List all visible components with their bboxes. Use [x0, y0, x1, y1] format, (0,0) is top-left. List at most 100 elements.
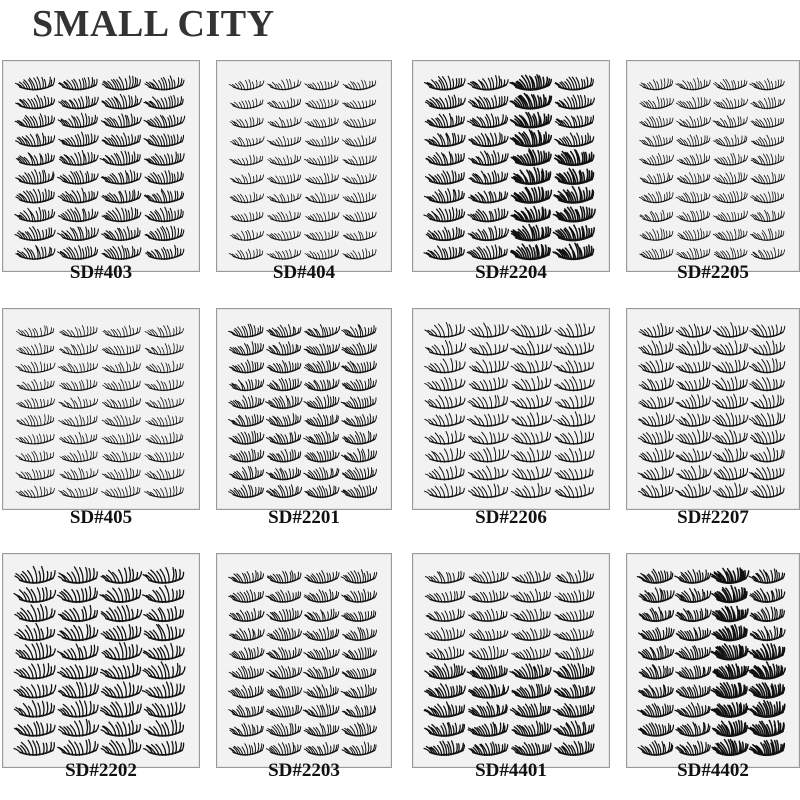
lash-hairs: [56, 226, 99, 242]
lash-hairs: [228, 628, 265, 642]
lash-tray-photo: [626, 553, 800, 768]
lash-hairs: [511, 166, 552, 185]
lash-hairs: [674, 645, 711, 661]
lash-hairs: [424, 590, 465, 603]
lash-hairs: [56, 643, 99, 661]
lash-hairs: [510, 588, 551, 603]
lash-hairs: [99, 701, 142, 718]
lash-band: [515, 402, 550, 409]
lash-hairs: [468, 341, 509, 356]
lash-hairs: [15, 485, 55, 499]
lash-hairs: [57, 170, 99, 185]
lash-tray-photo: [2, 60, 200, 272]
lash-hairs: [230, 136, 265, 147]
lash-hairs: [468, 170, 509, 185]
lash-hairs: [554, 394, 595, 410]
lash-hairs: [749, 606, 785, 623]
lash-hairs: [341, 467, 377, 481]
lash-hairs: [58, 396, 99, 410]
lash-hairs: [639, 228, 674, 242]
lash-hairs: [711, 738, 749, 757]
product-code-label: SD#2203: [268, 760, 340, 781]
lash-hairs: [57, 187, 99, 204]
lash-band: [472, 367, 507, 374]
lash-hairs: [639, 134, 673, 147]
lash-hairs: [510, 360, 552, 374]
lash-hairs: [510, 186, 553, 204]
lash-hairs: [639, 209, 674, 223]
lash-hairs: [304, 608, 340, 623]
lash-hairs: [509, 92, 553, 110]
lash-hairs: [229, 154, 264, 166]
lash-hairs: [342, 117, 376, 129]
lash-band: [558, 331, 593, 338]
lash-hairs: [266, 249, 302, 260]
lash-hairs: [511, 431, 552, 445]
lash-hairs: [143, 606, 184, 623]
lash-hairs: [676, 209, 710, 223]
lash-hairs: [303, 588, 340, 603]
lash-hairs: [509, 128, 553, 148]
lash-hairs: [675, 247, 711, 260]
lash-hairs: [675, 608, 712, 623]
lash-hairs: [423, 207, 466, 223]
lash-hairs: [228, 704, 264, 718]
lash-hairs: [712, 322, 749, 338]
lash-hairs: [467, 75, 509, 91]
lash-hairs: [341, 484, 378, 499]
lash-hairs: [509, 74, 553, 91]
lash-hairs: [748, 643, 786, 661]
lash-hairs: [266, 607, 303, 623]
lash-hairs: [341, 741, 377, 756]
lash-hairs: [711, 359, 749, 374]
lash-band: [753, 420, 784, 427]
lash-hairs: [16, 397, 55, 410]
lash-hairs: [675, 77, 711, 91]
lash-hairs: [230, 211, 264, 223]
lash-hairs: [341, 647, 377, 661]
lash-hairs: [342, 191, 377, 204]
lash-hairs: [509, 663, 552, 680]
lash-hairs: [304, 413, 339, 428]
lash-hairs: [467, 225, 510, 242]
lash-hairs: [425, 448, 465, 463]
lash-hairs: [510, 394, 552, 410]
lash-hairs: [144, 75, 185, 91]
lash-hairs: [340, 569, 378, 584]
lash-hairs: [637, 722, 675, 737]
lash-hairs: [467, 465, 509, 481]
lash-hairs: [637, 645, 675, 661]
lash-hairs: [13, 700, 55, 718]
lash-hairs: [712, 190, 748, 204]
lash-hairs: [305, 135, 339, 147]
lash-hairs: [638, 340, 674, 356]
lash-hairs: [265, 742, 302, 756]
lash-hairs: [230, 98, 264, 110]
lash-hairs: [675, 323, 712, 338]
lash-hairs: [748, 358, 786, 374]
lash-hairs: [267, 154, 302, 166]
lash-hairs: [749, 377, 785, 392]
lash-hairs: [637, 483, 674, 499]
lash-hairs: [58, 414, 98, 427]
lash-hairs: [265, 589, 302, 603]
lash-hairs: [13, 739, 55, 756]
lash-hairs: [228, 570, 265, 584]
lash-hairs: [101, 642, 143, 661]
lash-hairs: [143, 133, 185, 148]
lash-hairs: [467, 721, 509, 737]
lash-hairs: [713, 134, 748, 147]
lash-hairs: [468, 150, 509, 167]
lash-hairs: [144, 225, 185, 242]
lash-hairs: [426, 646, 465, 661]
lash-hairs: [423, 188, 465, 204]
lash-band: [472, 438, 507, 445]
lash-hairs: [15, 468, 55, 481]
lash-hairs: [100, 624, 142, 642]
lash-hairs: [228, 484, 264, 499]
lash-hairs: [59, 379, 98, 392]
lash-hairs: [58, 150, 99, 166]
lash-band: [472, 402, 507, 409]
lash-hairs: [57, 112, 98, 129]
lash-hairs: [266, 647, 302, 661]
